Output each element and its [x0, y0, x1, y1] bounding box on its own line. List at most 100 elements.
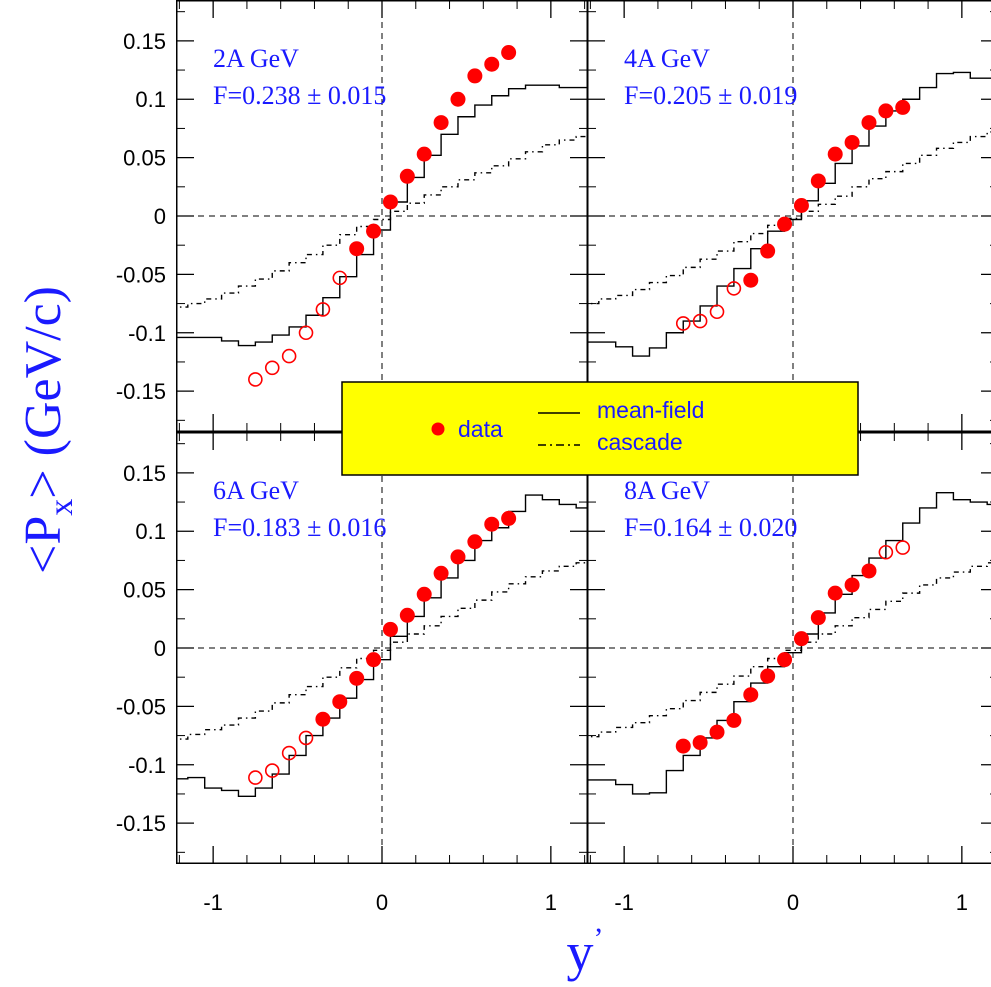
data-point-filled	[878, 103, 894, 119]
y-tick-label: 0.1	[135, 87, 166, 112]
data-point-open	[895, 540, 911, 555]
y-tick-label: 0	[154, 636, 166, 661]
y-tick-label: -0.1	[128, 753, 166, 778]
panel-energy-label: 2A GeV	[213, 44, 299, 73]
x-axis-prime: ’	[594, 922, 604, 955]
data-point-open	[264, 763, 280, 778]
cascade-curve	[176, 135, 588, 308]
legend: data mean-field cascade	[341, 381, 859, 476]
data-point-filled	[416, 146, 432, 162]
data-point-open	[248, 770, 263, 785]
data-point-open	[726, 281, 742, 296]
data-point-filled	[433, 565, 449, 581]
data-point-open	[298, 325, 314, 341]
data-point-open	[675, 316, 691, 331]
data-point-filled	[844, 134, 860, 150]
data-point-open	[692, 313, 708, 329]
data-point-open	[281, 745, 297, 761]
mean-field-curve	[176, 494, 588, 797]
data-point-filled	[777, 652, 793, 668]
data-point-filled	[382, 621, 398, 637]
y-tick-label: 0	[154, 204, 166, 229]
y-tick-label: 0.15	[123, 461, 166, 486]
x-tick-label: 0	[787, 890, 799, 915]
data-point-filled	[844, 577, 860, 593]
data-point-filled	[692, 735, 708, 751]
mean-field-curve	[176, 84, 588, 347]
data-point-filled	[416, 586, 432, 602]
data-point-filled	[332, 694, 348, 710]
data-point-filled	[399, 168, 415, 184]
data-point-filled	[709, 724, 725, 740]
data-point-open	[709, 304, 725, 320]
y-axis-subscript: x	[43, 499, 80, 516]
legend-box	[341, 381, 859, 476]
data-point-open	[332, 270, 348, 286]
x-tick-label: -1	[203, 890, 223, 915]
legend-mean-field-label: mean-field	[597, 397, 704, 423]
data-point-filled	[433, 115, 449, 131]
y-tick-label: -0.05	[116, 262, 166, 287]
data-point-open	[248, 372, 263, 387]
data-point-filled	[895, 99, 911, 115]
cascade-curve	[587, 562, 991, 738]
cascade-curve	[587, 131, 991, 305]
panel-energy-label: 8A GeV	[624, 476, 710, 505]
data-point-open	[281, 348, 297, 364]
y-tick-label: -0.1	[128, 321, 166, 346]
data-point-filled	[484, 516, 500, 532]
data-point-filled	[760, 243, 776, 259]
y-tick-label: 0.05	[123, 146, 166, 171]
legend-data-label: data	[458, 416, 503, 442]
mean-field-curve	[587, 71, 991, 357]
data-point-open	[264, 360, 280, 376]
panel-4: 8A GeV F=0.164 ± 0.020 -1 0 1	[587, 432, 991, 915]
data-point-open	[315, 302, 331, 317]
panel-3: 6A GeV F=0.183 ± 0.016 -0.15 -0.1 -0.05 0 0.05…	[116, 432, 588, 915]
data-point-filled	[810, 173, 826, 189]
data-point-filled	[467, 534, 483, 550]
y-axis-title: <Px> (GeV/c)	[15, 286, 80, 574]
panel-fit-label: F=0.205 ± 0.019	[624, 81, 797, 110]
data-point-filled	[793, 631, 809, 647]
legend-cascade-label: cascade	[597, 429, 683, 455]
data-point-filled	[501, 45, 517, 61]
data-point-filled	[861, 115, 877, 131]
data-point-filled	[501, 510, 517, 526]
data-point-filled	[467, 68, 483, 84]
panels-layer: 2A GeV F=0.238 ± 0.015 -0.15 -0.1 -0.05 0 0.05…	[116, 0, 991, 915]
data-point-open	[878, 544, 894, 560]
x-tick-label: -1	[614, 890, 634, 915]
y-tick-label: -0.05	[116, 694, 166, 719]
data-point-filled	[810, 610, 826, 626]
panel-fit-label: F=0.164 ± 0.020	[624, 513, 797, 542]
data-point-filled	[827, 146, 843, 162]
panel-fit-label: F=0.238 ± 0.015	[213, 81, 386, 110]
panel-1-plot	[176, 0, 588, 432]
data-point-open	[298, 730, 314, 746]
data-point-filled	[743, 687, 759, 703]
data-point-filled	[349, 670, 365, 686]
y-tick-label: 0.05	[123, 578, 166, 603]
x-tick-label: 1	[956, 890, 968, 915]
data-point-filled	[366, 223, 382, 239]
data-point-filled	[382, 194, 398, 210]
data-point-filled	[399, 607, 415, 623]
y-tick-label: -0.15	[116, 379, 166, 404]
data-point-filled	[450, 91, 466, 107]
y-tick-label: 0.1	[135, 519, 166, 544]
legend-data-marker	[431, 422, 445, 436]
data-point-filled	[675, 738, 691, 754]
cascade-curve	[176, 562, 588, 740]
panel-1: 2A GeV F=0.238 ± 0.015 -0.15 -0.1 -0.05 0 0.05…	[116, 0, 588, 432]
x-tick-label: 1	[545, 890, 557, 915]
data-point-filled	[827, 585, 843, 601]
x-tick-label: 0	[376, 890, 388, 915]
data-point-filled	[793, 197, 809, 213]
data-point-filled	[726, 712, 742, 728]
data-point-filled	[450, 549, 466, 565]
panel-4-plot	[587, 432, 991, 864]
x-axis-title: y’	[567, 922, 604, 982]
panel-2-plot	[587, 0, 991, 432]
